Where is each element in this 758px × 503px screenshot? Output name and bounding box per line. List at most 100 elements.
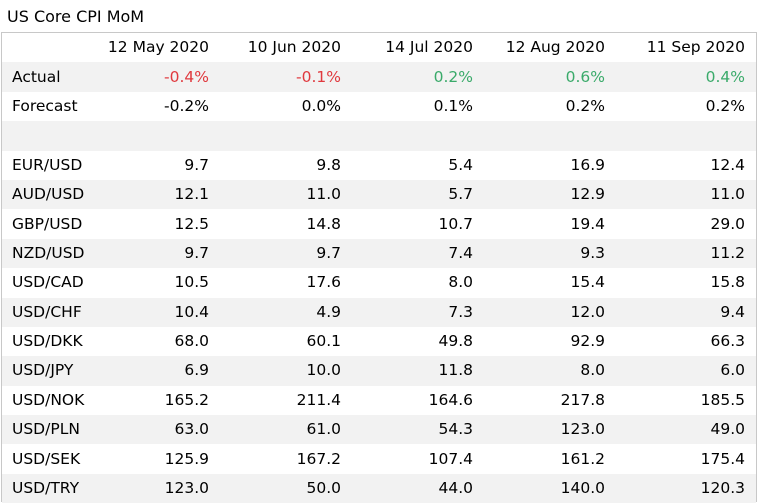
corner-cell xyxy=(2,33,94,63)
pair-value: 123.0 xyxy=(484,415,616,445)
column-header: 12 May 2020 xyxy=(94,33,220,63)
pair-value: 217.8 xyxy=(484,385,616,416)
pair-value: 29.0 xyxy=(616,209,756,239)
pair-value: 185.5 xyxy=(616,385,756,416)
spacer-cell xyxy=(220,121,352,151)
pair-value: 63.0 xyxy=(94,415,220,445)
pair-value: 12.5 xyxy=(94,209,220,239)
actual-value: -0.1% xyxy=(220,62,352,92)
pair-label: USD/CHF xyxy=(2,297,94,327)
pair-value: 8.0 xyxy=(484,356,616,386)
pair-label: AUD/USD xyxy=(2,179,94,210)
pair-row: AUD/USD 12.1 11.0 5.7 12.9 11.0 xyxy=(2,179,756,210)
spacer-cell xyxy=(616,121,756,151)
pair-value: 107.4 xyxy=(352,444,484,474)
pair-label: USD/NOK xyxy=(2,385,94,416)
pair-value: 11.0 xyxy=(220,179,352,210)
pair-value: 15.8 xyxy=(616,268,756,298)
pair-row: USD/PLN 63.0 61.0 54.3 123.0 49.0 xyxy=(2,415,756,445)
column-header: 10 Jun 2020 xyxy=(220,33,352,63)
pair-row: USD/NOK 165.2 211.4 164.6 217.8 185.5 xyxy=(2,385,756,416)
pair-value: 164.6 xyxy=(352,385,484,416)
pair-value: 9.7 xyxy=(94,150,220,180)
actual-value: -0.4% xyxy=(94,62,220,92)
pair-value: 5.4 xyxy=(352,150,484,180)
column-header: 14 Jul 2020 xyxy=(352,33,484,63)
column-header: 11 Sep 2020 xyxy=(616,33,756,63)
pair-value: 140.0 xyxy=(484,473,616,503)
pair-label: USD/DKK xyxy=(2,326,94,357)
pair-value: 6.9 xyxy=(94,356,220,386)
pair-value: 50.0 xyxy=(220,473,352,503)
cpi-table-frame: 12 May 2020 10 Jun 2020 14 Jul 2020 12 A… xyxy=(1,32,757,503)
pair-value: 66.3 xyxy=(616,326,756,357)
pair-value: 60.1 xyxy=(220,326,352,357)
pair-value: 5.7 xyxy=(352,179,484,210)
pair-value: 10.0 xyxy=(220,356,352,386)
pair-row: USD/DKK 68.0 60.1 49.8 92.9 66.3 xyxy=(2,326,756,357)
pair-value: 49.8 xyxy=(352,326,484,357)
actual-value: 0.4% xyxy=(616,62,756,92)
pair-value: 165.2 xyxy=(94,385,220,416)
pair-value: 61.0 xyxy=(220,415,352,445)
pair-value: 16.9 xyxy=(484,150,616,180)
pair-row: EUR/USD 9.7 9.8 5.4 16.9 12.4 xyxy=(2,150,756,180)
forecast-value: 0.0% xyxy=(220,91,352,122)
pair-value: 11.8 xyxy=(352,356,484,386)
forecast-row: Forecast -0.2% 0.0% 0.1% 0.2% 0.2% xyxy=(2,91,756,122)
pair-label: USD/PLN xyxy=(2,415,94,445)
pair-value: 54.3 xyxy=(352,415,484,445)
pair-value: 14.8 xyxy=(220,209,352,239)
pair-value: 10.4 xyxy=(94,297,220,327)
actual-value: 0.2% xyxy=(352,62,484,92)
row-label: Actual xyxy=(2,62,94,92)
cpi-table: 12 May 2020 10 Jun 2020 14 Jul 2020 12 A… xyxy=(2,33,756,503)
spacer-cell xyxy=(352,121,484,151)
pair-value: 123.0 xyxy=(94,473,220,503)
forecast-value: 0.1% xyxy=(352,91,484,122)
pair-value: 9.8 xyxy=(220,150,352,180)
row-label: Forecast xyxy=(2,91,94,122)
spacer-row xyxy=(2,121,756,151)
pair-value: 12.4 xyxy=(616,150,756,180)
pair-label: USD/CAD xyxy=(2,268,94,298)
pair-value: 11.0 xyxy=(616,179,756,210)
pair-row: USD/SEK 125.9 167.2 107.4 161.2 175.4 xyxy=(2,444,756,474)
pair-label: USD/SEK xyxy=(2,444,94,474)
spacer-cell xyxy=(484,121,616,151)
pair-row: GBP/USD 12.5 14.8 10.7 19.4 29.0 xyxy=(2,209,756,239)
pair-label: USD/JPY xyxy=(2,356,94,386)
pair-value: 92.9 xyxy=(484,326,616,357)
pair-value: 12.1 xyxy=(94,179,220,210)
pair-value: 6.0 xyxy=(616,356,756,386)
pair-value: 44.0 xyxy=(352,473,484,503)
table-title: US Core CPI MoM xyxy=(7,7,145,26)
pair-value: 8.0 xyxy=(352,268,484,298)
pair-row: NZD/USD 9.7 9.7 7.4 9.3 11.2 xyxy=(2,238,756,269)
forecast-value: -0.2% xyxy=(94,91,220,122)
pair-value: 167.2 xyxy=(220,444,352,474)
pair-value: 4.9 xyxy=(220,297,352,327)
pair-value: 12.0 xyxy=(484,297,616,327)
pair-value: 9.4 xyxy=(616,297,756,327)
pair-label: NZD/USD xyxy=(2,238,94,269)
pair-value: 125.9 xyxy=(94,444,220,474)
pair-label: EUR/USD xyxy=(2,150,94,180)
pair-value: 9.7 xyxy=(94,238,220,269)
spacer-cell xyxy=(2,121,94,151)
pair-value: 49.0 xyxy=(616,415,756,445)
pair-value: 9.3 xyxy=(484,238,616,269)
pair-value: 120.3 xyxy=(616,473,756,503)
pair-row: USD/CHF 10.4 4.9 7.3 12.0 9.4 xyxy=(2,297,756,327)
pair-value: 15.4 xyxy=(484,268,616,298)
header-row: 12 May 2020 10 Jun 2020 14 Jul 2020 12 A… xyxy=(2,33,756,63)
pair-value: 7.4 xyxy=(352,238,484,269)
pair-value: 10.5 xyxy=(94,268,220,298)
pair-label: USD/TRY xyxy=(2,473,94,503)
pair-value: 7.3 xyxy=(352,297,484,327)
pair-value: 10.7 xyxy=(352,209,484,239)
pair-value: 211.4 xyxy=(220,385,352,416)
pair-row: USD/JPY 6.9 10.0 11.8 8.0 6.0 xyxy=(2,356,756,386)
pair-value: 175.4 xyxy=(616,444,756,474)
column-header: 12 Aug 2020 xyxy=(484,33,616,63)
